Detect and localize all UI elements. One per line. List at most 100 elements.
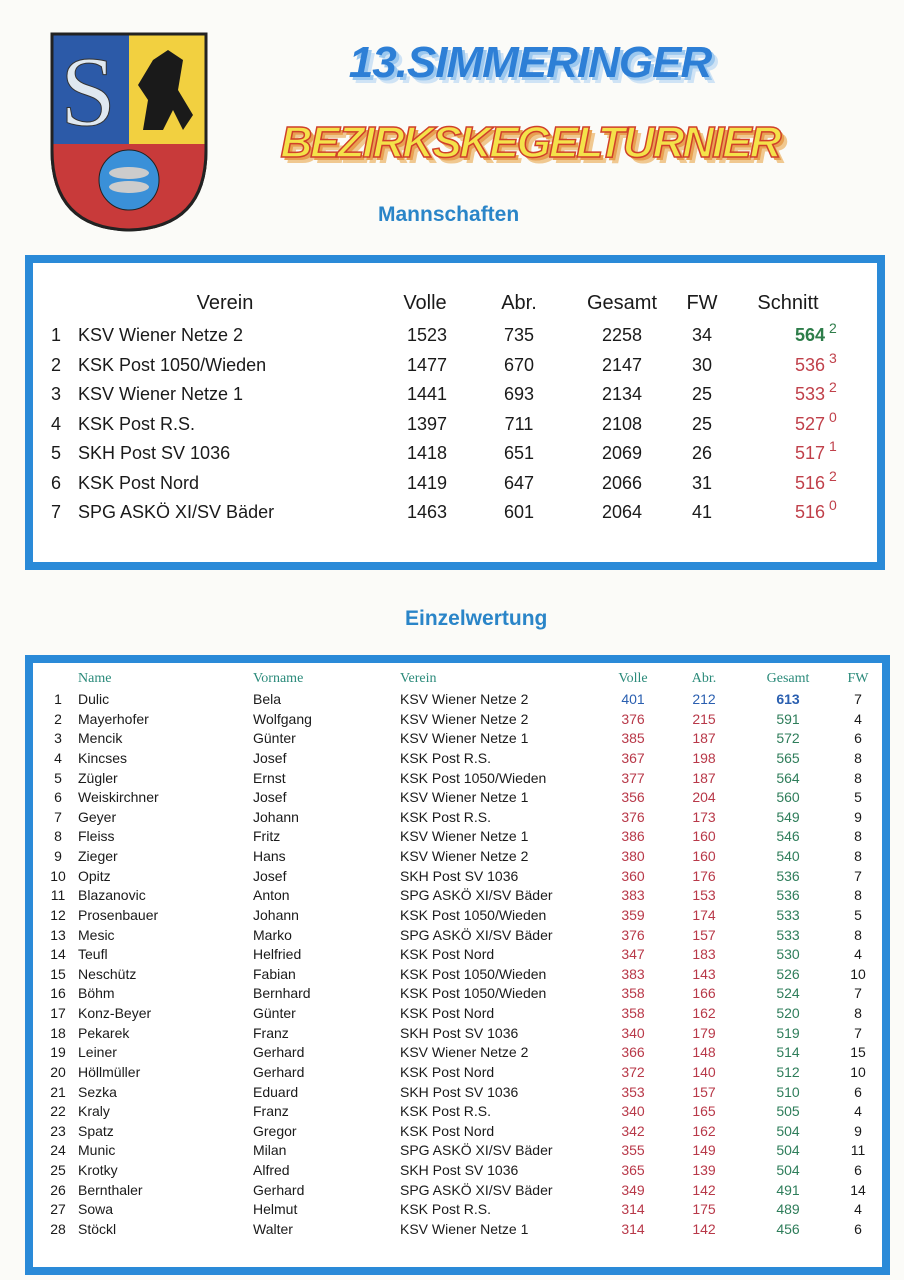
cell: KSK Post 1050/Wieden [78,354,267,375]
cell: 166 [692,985,716,1002]
cell: 7 [854,1024,862,1041]
cell: 34 [691,325,713,345]
cell: 356 [621,789,645,806]
cell: 204 [692,789,716,806]
cell: 601 [503,502,535,522]
cell: 143 [692,965,716,982]
cell: 4 [854,946,862,963]
cell: KSK Post 1050/Wieden [400,906,547,923]
cell: 162 [692,1122,716,1139]
title-line1: 13.SIMMERINGER [348,38,713,87]
column-header: FW [847,671,869,686]
cell: Teufl [78,946,108,963]
cell: 16 [50,985,66,1002]
cell: 372 [621,1063,645,1080]
cell: 1 [50,325,62,345]
cell: 349 [621,1181,645,1198]
cell: 9 [54,848,62,865]
cell: 139 [692,1162,716,1179]
cell: 355 [621,1142,645,1159]
cell: Josef [253,789,287,806]
cell: KSK Post R.S. [400,749,492,766]
cell: 516 [794,502,825,522]
cell: Bernhard [253,985,311,1002]
cell: 8 [854,749,862,766]
cell: Günter [253,1005,296,1022]
superscript: 2 [829,320,837,336]
cell: Neschütz [78,965,137,982]
cell: SKH Post SV 1036 [400,867,519,884]
cell: Mencik [78,730,123,747]
cell: 651 [503,443,535,463]
cell: 7 [854,691,862,707]
cell: 212 [692,691,716,707]
cell: 3 [54,730,62,747]
cell: 526 [776,965,800,982]
cell: 377 [621,769,645,786]
cell: 7 [50,502,62,522]
cell: 8 [54,828,62,845]
cell: 1419 [406,472,448,493]
cell: 2134 [601,384,643,404]
cell: 670 [503,354,535,375]
coat-of-arms: S [50,32,208,232]
cell: 8 [854,769,862,786]
cell: 512 [776,1063,800,1080]
cell: 549 [776,808,800,825]
cell: 359 [621,906,645,923]
cell: 31 [691,472,713,493]
cell: Franz [253,1024,289,1041]
cell: SKH Post SV 1036 [78,443,231,463]
cell: 21 [50,1083,66,1100]
cell: 187 [692,730,716,747]
superscript: 2 [829,467,837,484]
cell: Gerhard [253,1044,305,1061]
cell: 2 [54,710,62,727]
cell: 564 [776,769,800,786]
cell: 560 [776,789,800,806]
cell: KSV Wiener Netze 1 [400,730,529,747]
column-header: Vorname [253,671,304,686]
cell: Bela [253,691,282,707]
cell: 527 [794,413,825,434]
superscript: 0 [829,497,837,513]
cell: 533 [776,926,800,943]
cell: 514 [776,1044,800,1061]
cell: KSK Post Nord [400,946,495,963]
cell: SPG ASKÖ XI/SV Bäder [400,926,553,943]
cell: 2108 [601,413,643,434]
cell: 1397 [406,413,448,434]
cell: 10 [850,1063,866,1080]
cell: 2258 [601,325,643,345]
cell: 647 [503,472,535,493]
cell: 360 [621,867,645,884]
cell: 25 [50,1162,66,1179]
cell: 6 [854,1221,862,1237]
cell: 6 [854,1162,862,1179]
cell: Fleiss [78,828,115,845]
teams-heading: Mannschaften [378,203,520,226]
cell: Anton [253,887,290,904]
cell: Krotky [78,1162,118,1179]
cell: 516 [794,472,825,493]
cell: Blazanovic [78,887,146,904]
cell: 456 [776,1221,800,1237]
cell: 149 [692,1142,716,1159]
cell: 22 [50,1103,66,1120]
column-header: FW [686,292,718,314]
cell: 173 [692,808,716,825]
cell: 179 [692,1024,716,1041]
cell: Wolfgang [253,710,312,727]
cell: 489 [776,1201,800,1218]
cell: 7 [854,985,862,1002]
cell: 8 [854,887,862,904]
cell: KSK Post Nord [400,1122,495,1139]
cell: KSV Wiener Netze 1 [400,828,529,845]
cell: Gerhard [253,1063,305,1080]
cell: 8 [854,1005,862,1022]
cell: 160 [692,828,716,845]
cell: 504 [776,1122,800,1139]
cell: 5 [54,769,62,786]
cell: 10 [50,867,66,884]
cell: 187 [692,769,716,786]
